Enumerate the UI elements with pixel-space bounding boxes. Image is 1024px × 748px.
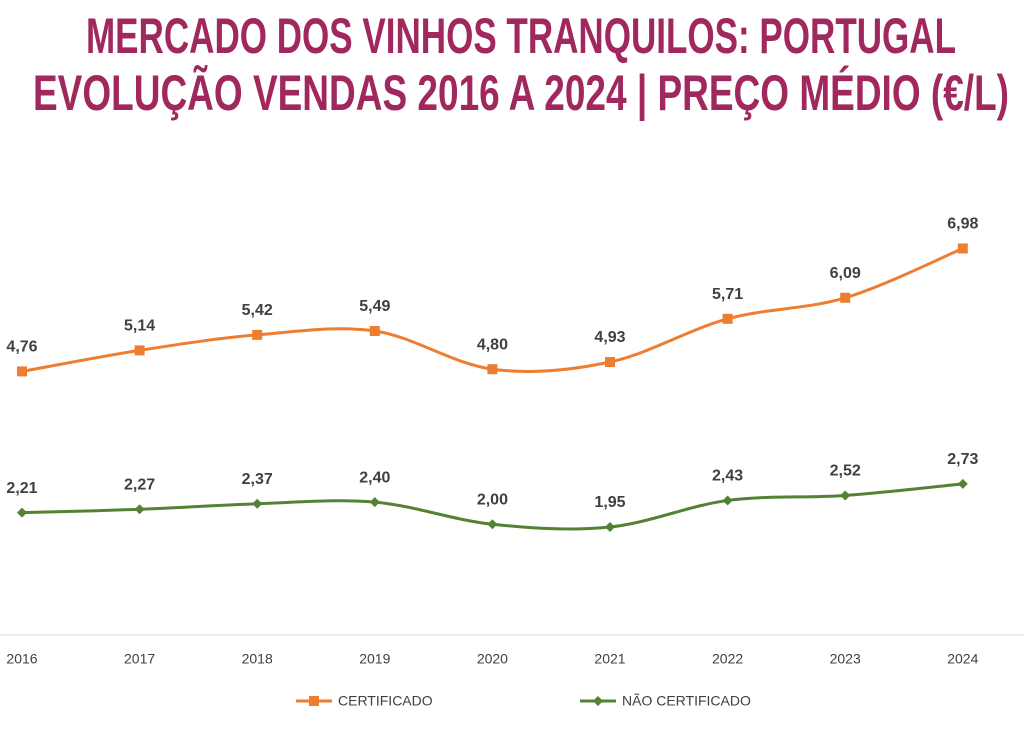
marker [487, 519, 498, 530]
marker [605, 357, 615, 368]
marker [134, 504, 145, 515]
marker [134, 345, 145, 356]
data-label: 1,95 [594, 494, 625, 511]
chart-subtitle: EVOLUÇÃO VENDAS 2016 A 2024 | PREÇO MÉDI… [33, 65, 1009, 122]
data-label: 2,00 [477, 491, 508, 508]
data-label: 5,42 [242, 302, 273, 319]
x-tick-label: 2024 [947, 651, 978, 667]
marker [593, 696, 603, 706]
chart-title: MERCADO DOS VINHOS TRANQUILOS: PORTUGAL [86, 8, 956, 64]
marker [309, 696, 319, 706]
marker [957, 243, 968, 254]
data-label: 2,52 [830, 463, 861, 480]
marker [487, 364, 498, 375]
marker [605, 522, 615, 533]
data-label: 4,80 [477, 336, 508, 353]
x-tick-label: 2016 [6, 651, 37, 667]
marker [369, 325, 380, 336]
marker [722, 313, 733, 324]
marker [17, 366, 27, 377]
x-tick-label: 2020 [477, 651, 508, 667]
legend-label: CERTIFICADO [338, 693, 433, 709]
x-tick-label: 2018 [242, 651, 273, 667]
x-tick-label: 2017 [124, 651, 155, 667]
data-label: 5,14 [124, 318, 155, 335]
marker [840, 292, 851, 303]
data-label: 2,40 [359, 469, 390, 486]
data-label: 6,09 [830, 265, 861, 282]
marker [17, 507, 27, 518]
data-label: 4,93 [594, 329, 625, 346]
marker [722, 495, 733, 506]
data-label: 2,73 [947, 451, 978, 468]
data-label: 5,49 [359, 298, 390, 315]
data-label: 2,43 [712, 468, 743, 485]
x-tick-label: 2023 [830, 651, 861, 667]
legend-label: NÃO CERTIFICADO [622, 693, 751, 709]
data-label: 2,27 [124, 477, 155, 494]
marker [252, 329, 263, 340]
data-label: 2,21 [6, 480, 37, 497]
data-label: 6,98 [947, 216, 978, 233]
data-label: 4,76 [6, 339, 37, 356]
x-tick-label: 2022 [712, 651, 743, 667]
x-tick-label: 2021 [594, 651, 625, 667]
marker [840, 490, 851, 501]
marker [252, 498, 263, 509]
x-tick-label: 2019 [359, 651, 390, 667]
marker [957, 478, 968, 489]
data-label: 5,71 [712, 286, 743, 303]
data-label: 2,37 [242, 471, 273, 488]
marker [369, 497, 380, 508]
